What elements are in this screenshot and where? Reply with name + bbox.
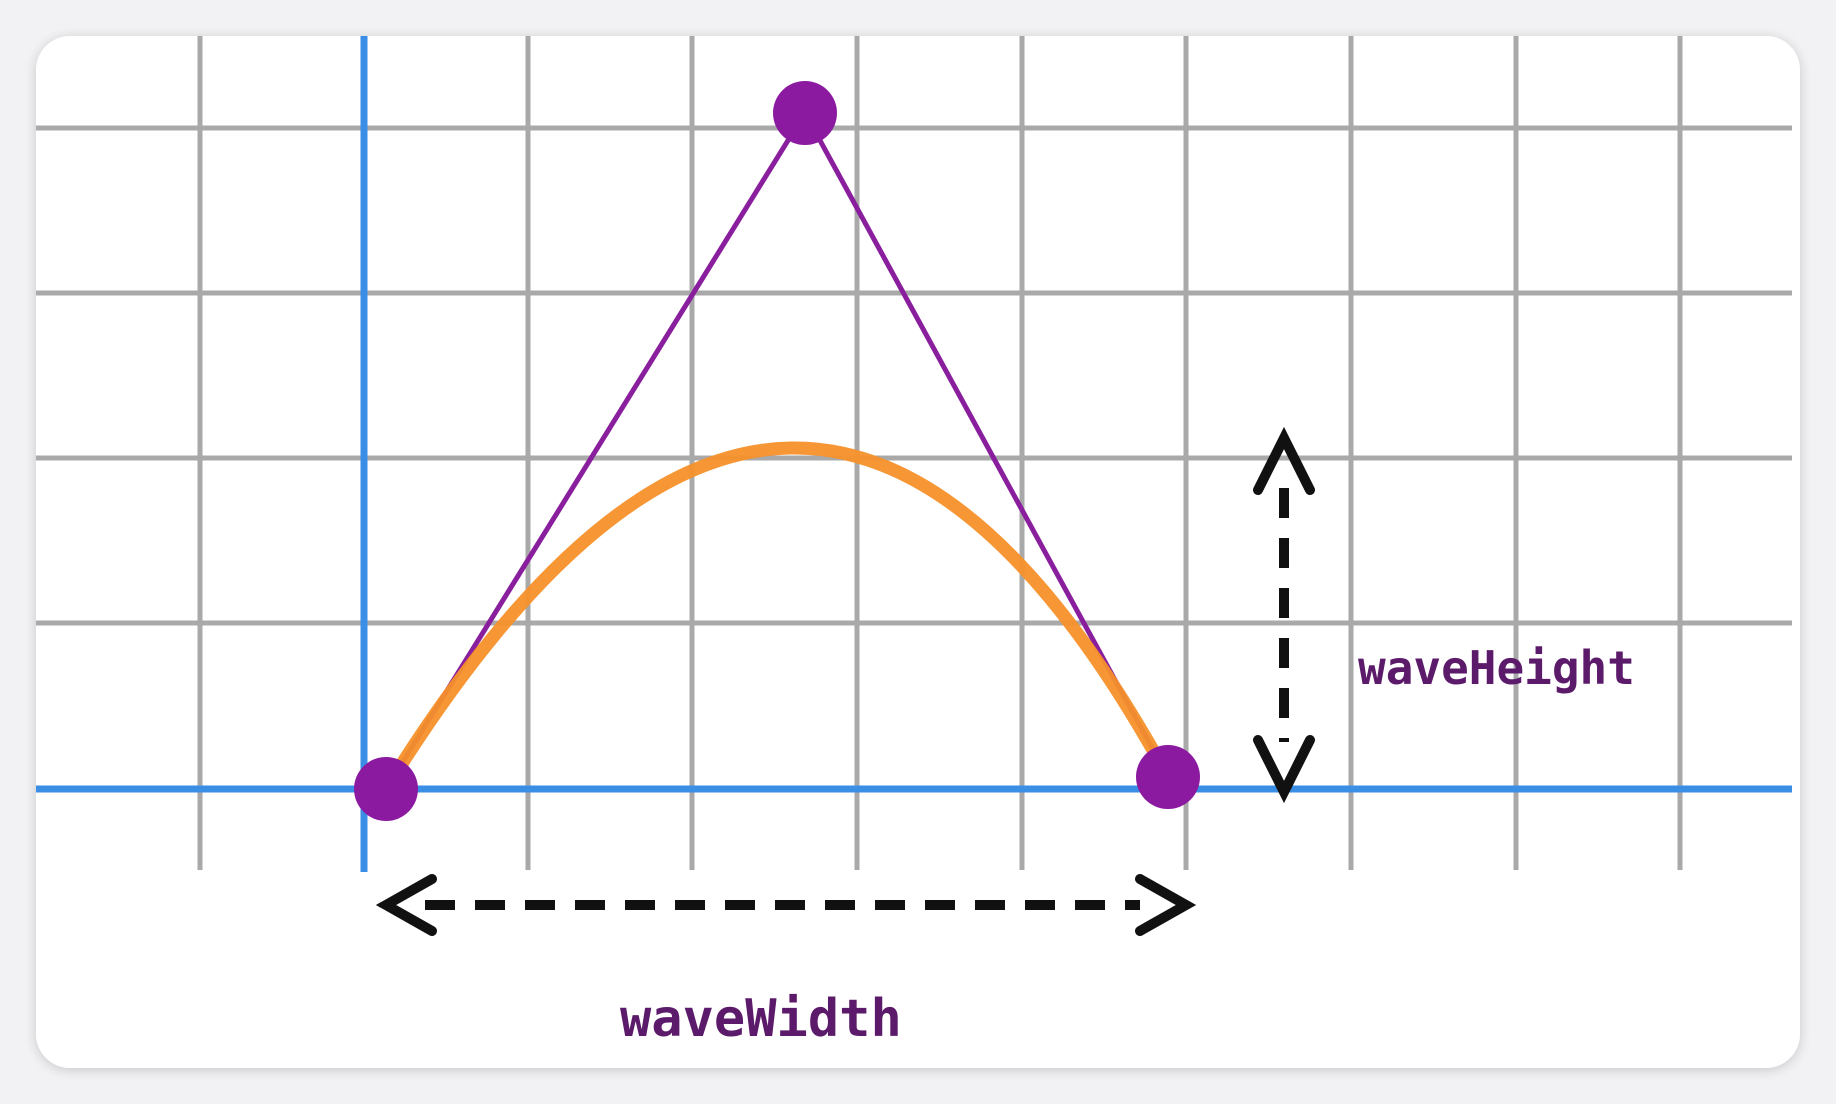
arrow-right-icon xyxy=(1135,874,1197,936)
wave-width-label: waveWidth xyxy=(620,989,902,1049)
wave-height-arrow xyxy=(1253,426,1315,804)
arrow-left-icon xyxy=(375,874,437,936)
wave-height-label: waveHeight xyxy=(1358,641,1635,695)
control-point-peak xyxy=(773,81,837,145)
bezier-curve xyxy=(379,441,1175,796)
wave-width-arrow xyxy=(375,874,1197,936)
control-point-end xyxy=(1136,745,1200,809)
grid xyxy=(36,36,1792,870)
diagram-card xyxy=(36,36,1800,1068)
control-point-start xyxy=(354,757,418,821)
arrow-down-icon xyxy=(1253,735,1315,804)
arrow-up-icon xyxy=(1253,426,1315,495)
